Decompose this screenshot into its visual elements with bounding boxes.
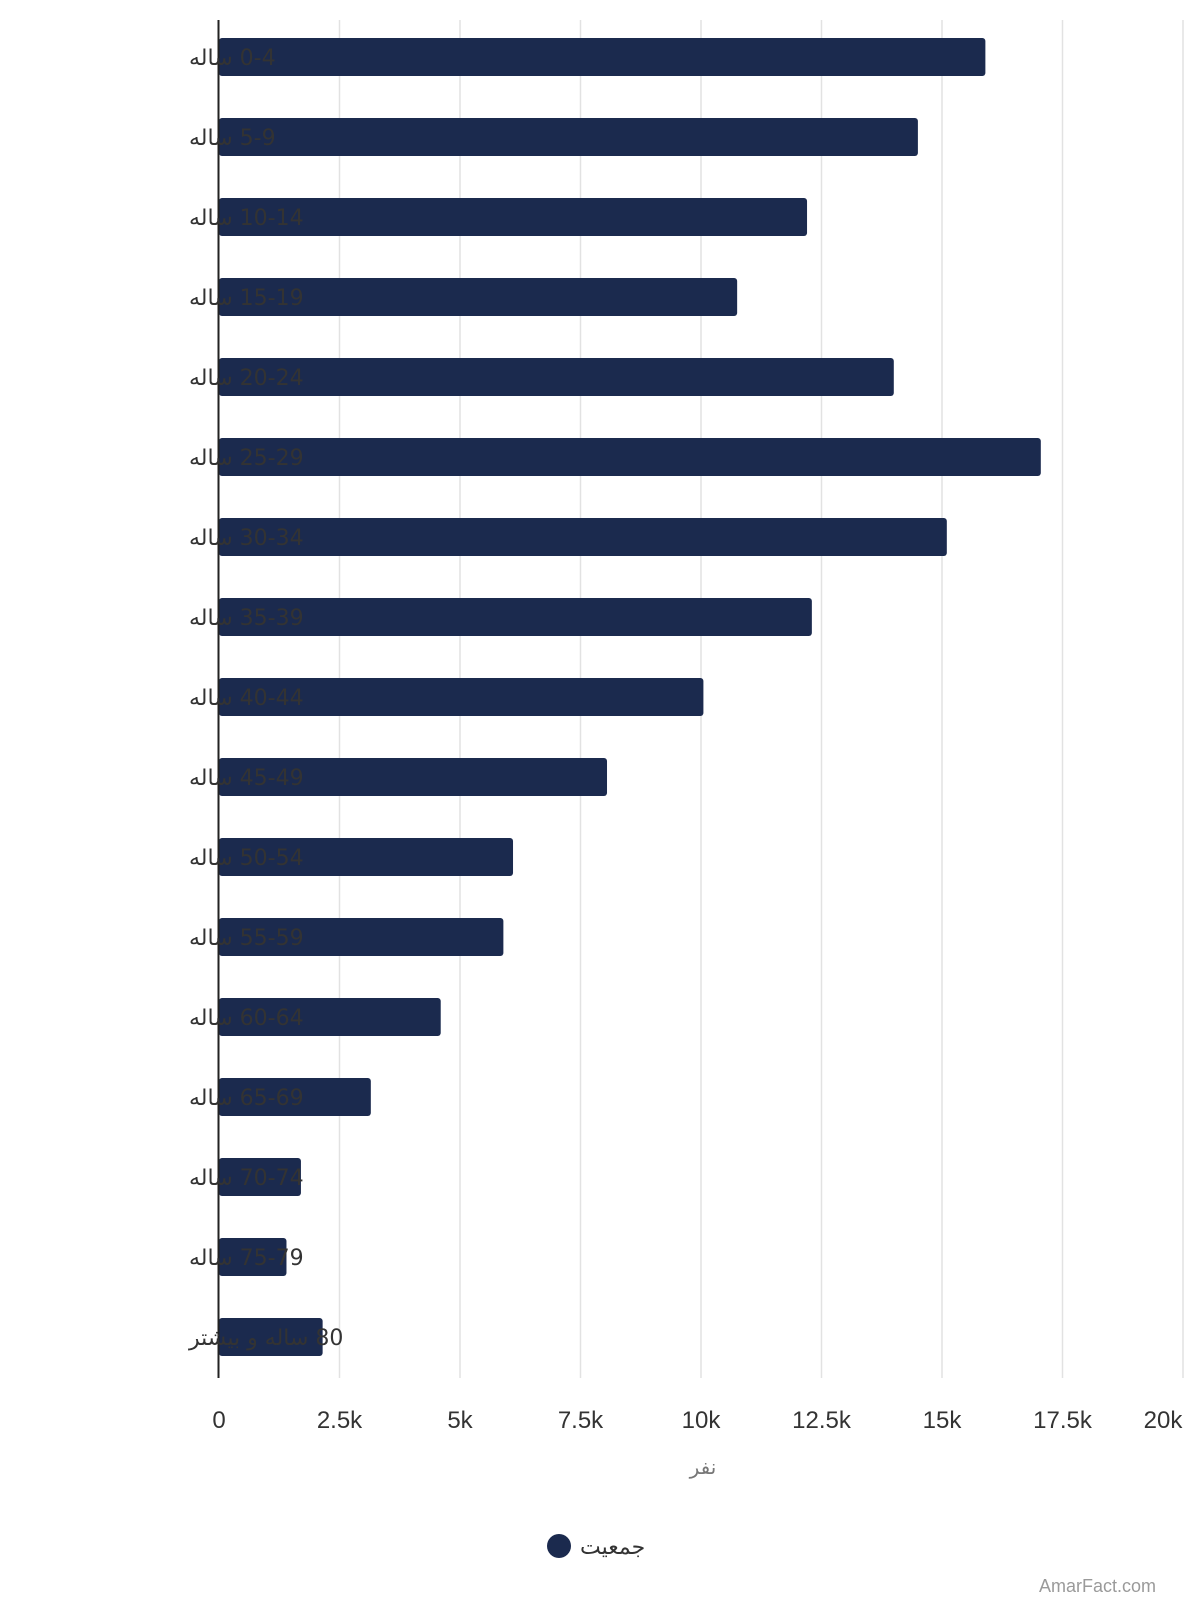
category-label: 80 ساله و بیشتر xyxy=(188,1326,343,1351)
category-label: 60-64 ساله xyxy=(189,1006,304,1031)
bar xyxy=(219,838,514,876)
bar xyxy=(219,358,894,396)
category-label: 75-79 ساله xyxy=(189,1246,304,1271)
bar xyxy=(219,678,704,716)
x-tick-labels: 0 2.5k 5k 7.5k 10k 12.5k 15k 17.5k 20k xyxy=(212,1407,1183,1434)
bar xyxy=(219,1238,287,1276)
category-label: 25-29 ساله xyxy=(189,446,304,471)
category-label: 55-59 ساله xyxy=(189,926,304,951)
x-tick-label: 15k xyxy=(923,1407,963,1434)
category-labels: 0-4 ساله 5-9 ساله 10-14 ساله 15-19 ساله 20-2… xyxy=(188,46,343,1351)
bar xyxy=(219,1318,323,1356)
legend: جمعیت xyxy=(547,1534,645,1560)
x-tick-label: 0 xyxy=(212,1407,225,1434)
x-tick-label: 10k xyxy=(682,1407,722,1434)
category-label: 0-4 ساله xyxy=(189,46,276,71)
x-tick-label: 5k xyxy=(447,1407,473,1434)
bar xyxy=(219,758,608,796)
bar xyxy=(219,118,918,156)
category-label: 45-49 ساله xyxy=(189,766,304,791)
bar xyxy=(219,38,986,76)
category-label: 20-24 ساله xyxy=(189,366,304,391)
bar xyxy=(219,598,812,636)
watermark: AmarFact.com xyxy=(1038,1576,1156,1596)
x-tick-label: 17.5k xyxy=(1033,1407,1093,1434)
bar xyxy=(219,278,738,316)
category-label: 15-19 ساله xyxy=(189,286,304,311)
category-label: 5-9 ساله xyxy=(189,126,276,151)
category-label: 10-14 ساله xyxy=(189,206,304,231)
x-tick-label: 12.5k xyxy=(792,1407,852,1434)
bar xyxy=(219,518,947,556)
bar xyxy=(219,1158,301,1196)
x-tick-label: 7.5k xyxy=(558,1407,604,1434)
bar xyxy=(219,438,1041,476)
x-axis-title: نفر xyxy=(689,1455,717,1479)
x-tick-label: 2.5k xyxy=(317,1407,363,1434)
bar xyxy=(219,1078,371,1116)
bars xyxy=(219,38,1041,1356)
category-label: 35-39 ساله xyxy=(189,606,304,631)
category-label: 40-44 ساله xyxy=(189,686,304,711)
legend-label: جمعیت xyxy=(580,1535,645,1560)
category-label: 30-34 ساله xyxy=(189,526,304,551)
bar xyxy=(219,198,808,236)
bar xyxy=(219,998,441,1036)
x-tick-label: 20k xyxy=(1144,1407,1184,1434)
bar xyxy=(219,918,504,956)
category-label: 50-54 ساله xyxy=(189,846,304,871)
category-label: 70-74 ساله xyxy=(189,1166,304,1191)
category-label: 65-69 ساله xyxy=(189,1086,304,1111)
legend-marker xyxy=(547,1534,571,1558)
